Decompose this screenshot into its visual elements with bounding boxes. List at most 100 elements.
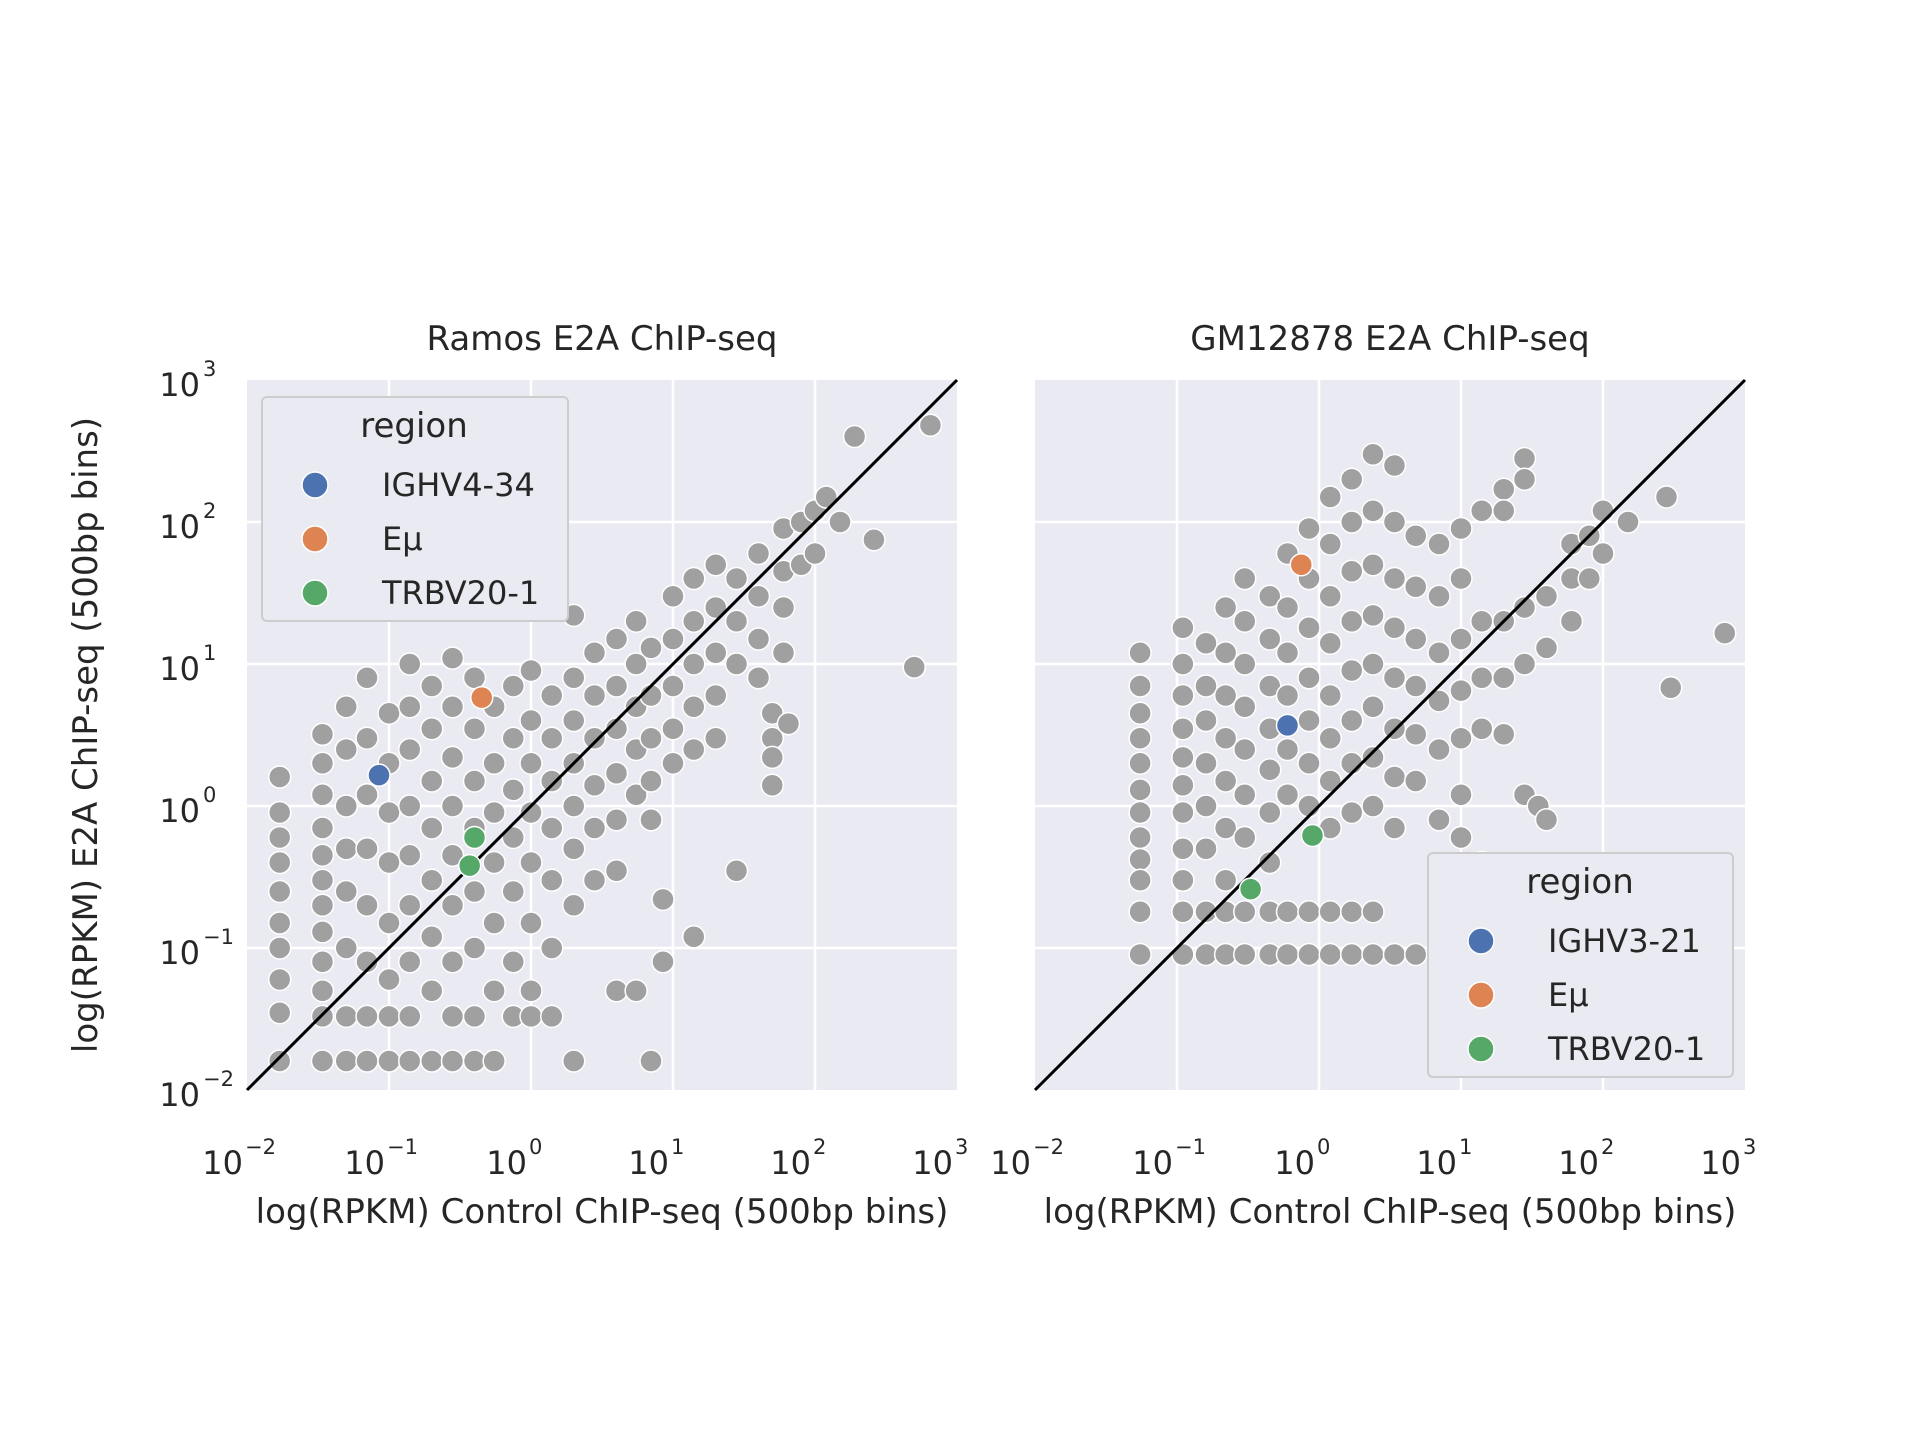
data-point xyxy=(462,769,487,793)
y-tick-label: 10 xyxy=(159,792,200,830)
data-point xyxy=(355,836,379,861)
data-point xyxy=(1194,674,1218,698)
data-point xyxy=(1470,666,1494,690)
data-point xyxy=(1534,584,1559,608)
data-point xyxy=(310,893,335,918)
x-tick-exponent: −2 xyxy=(245,1135,276,1159)
data-point xyxy=(918,413,943,438)
data-point xyxy=(1213,816,1238,840)
data-point xyxy=(1382,816,1407,840)
data-point xyxy=(624,783,648,807)
data-point xyxy=(334,879,359,904)
data-point xyxy=(1339,708,1364,733)
data-point xyxy=(1559,609,1584,634)
data-point xyxy=(440,694,465,719)
data-point xyxy=(519,911,543,935)
data-point xyxy=(334,1049,359,1073)
right-legend-title: region xyxy=(1526,862,1634,902)
data-point xyxy=(1403,722,1428,747)
data-point xyxy=(561,794,586,818)
left-background-points xyxy=(267,413,943,1073)
data-point xyxy=(482,911,506,935)
data-point xyxy=(1361,442,1385,466)
data-point xyxy=(440,1004,465,1029)
data-point xyxy=(267,765,292,789)
data-point xyxy=(803,541,827,566)
data-point xyxy=(1470,716,1494,741)
data-point xyxy=(1382,616,1407,640)
data-point xyxy=(1339,658,1364,683)
data-point xyxy=(1591,541,1615,566)
data-point xyxy=(1318,485,1342,509)
x-tick-label: 10 xyxy=(344,1144,385,1182)
y-tick-label: 10 xyxy=(159,934,200,972)
data-point xyxy=(1361,552,1385,577)
y-tick-label: 10 xyxy=(159,508,200,546)
data-point xyxy=(1275,595,1300,620)
legend-marker xyxy=(301,471,329,499)
data-point xyxy=(1361,499,1385,523)
data-point xyxy=(1534,636,1559,660)
data-point xyxy=(639,769,663,793)
data-point xyxy=(1361,694,1385,719)
data-point xyxy=(334,836,359,861)
y-tick-exponent: 2 xyxy=(203,499,216,523)
data-point xyxy=(398,843,422,867)
data-point xyxy=(1491,722,1516,747)
data-point xyxy=(1297,616,1321,640)
data-point xyxy=(561,666,586,690)
data-point xyxy=(703,683,728,708)
data-point xyxy=(377,800,401,825)
y-tick-exponent: −1 xyxy=(203,925,234,949)
data-point xyxy=(624,652,648,676)
left-chart-panel: Ramos E2A ChIP-seq log(RPKM) Control ChI… xyxy=(66,319,968,1232)
data-point xyxy=(1339,559,1364,583)
legend-marker xyxy=(1467,981,1495,1009)
data-point xyxy=(310,868,335,892)
data-point xyxy=(267,850,292,875)
data-point xyxy=(462,1004,487,1029)
data-point xyxy=(1318,726,1342,750)
left-legend: region IGHV4-34 Eμ TRBV20-1 xyxy=(261,396,569,622)
legend-marker xyxy=(301,525,329,553)
data-point xyxy=(377,967,401,992)
right-chart-title: GM12878 E2A ChIP-seq xyxy=(1190,319,1589,359)
data-point xyxy=(267,936,292,960)
data-point xyxy=(310,816,335,840)
right-chart-panel: GM12878 E2A ChIP-seq log(RPKM) Control C… xyxy=(990,319,1756,1232)
data-point xyxy=(355,1004,379,1029)
data-point xyxy=(1128,847,1152,872)
data-point xyxy=(1427,808,1451,832)
data-point xyxy=(682,609,706,634)
data-point xyxy=(1128,942,1152,967)
data-point xyxy=(661,751,685,776)
right-x-ticks: 10 −2 10 −1 10 0 10 1 10 2 10 3 xyxy=(990,1135,1756,1182)
x-tick-label: 10 xyxy=(628,1144,669,1182)
data-point xyxy=(377,701,401,725)
data-point xyxy=(334,737,359,762)
left-identity-line xyxy=(245,378,959,1092)
data-point xyxy=(1194,708,1218,733)
legend-label: Eμ xyxy=(382,520,423,558)
data-point xyxy=(1339,800,1364,825)
data-point xyxy=(1258,627,1282,651)
right-x-axis-label: log(RPKM) Control ChIP-seq (500bp bins) xyxy=(1044,1192,1737,1232)
data-point xyxy=(267,825,292,850)
data-point xyxy=(440,646,465,670)
data-point xyxy=(1171,652,1195,676)
data-point xyxy=(310,843,335,867)
data-point xyxy=(419,674,444,698)
data-point xyxy=(1339,942,1364,967)
data-point xyxy=(1449,726,1473,750)
data-point xyxy=(1470,499,1494,523)
x-tick-label: 10 xyxy=(990,1144,1031,1182)
data-point xyxy=(398,950,422,974)
x-tick-exponent: −2 xyxy=(1033,1135,1064,1159)
data-point xyxy=(1233,694,1257,719)
x-tick-exponent: −1 xyxy=(387,1135,418,1159)
legend-label: IGHV4-34 xyxy=(382,466,535,504)
data-point xyxy=(462,879,487,904)
data-point xyxy=(1427,532,1451,556)
data-point xyxy=(661,716,685,741)
